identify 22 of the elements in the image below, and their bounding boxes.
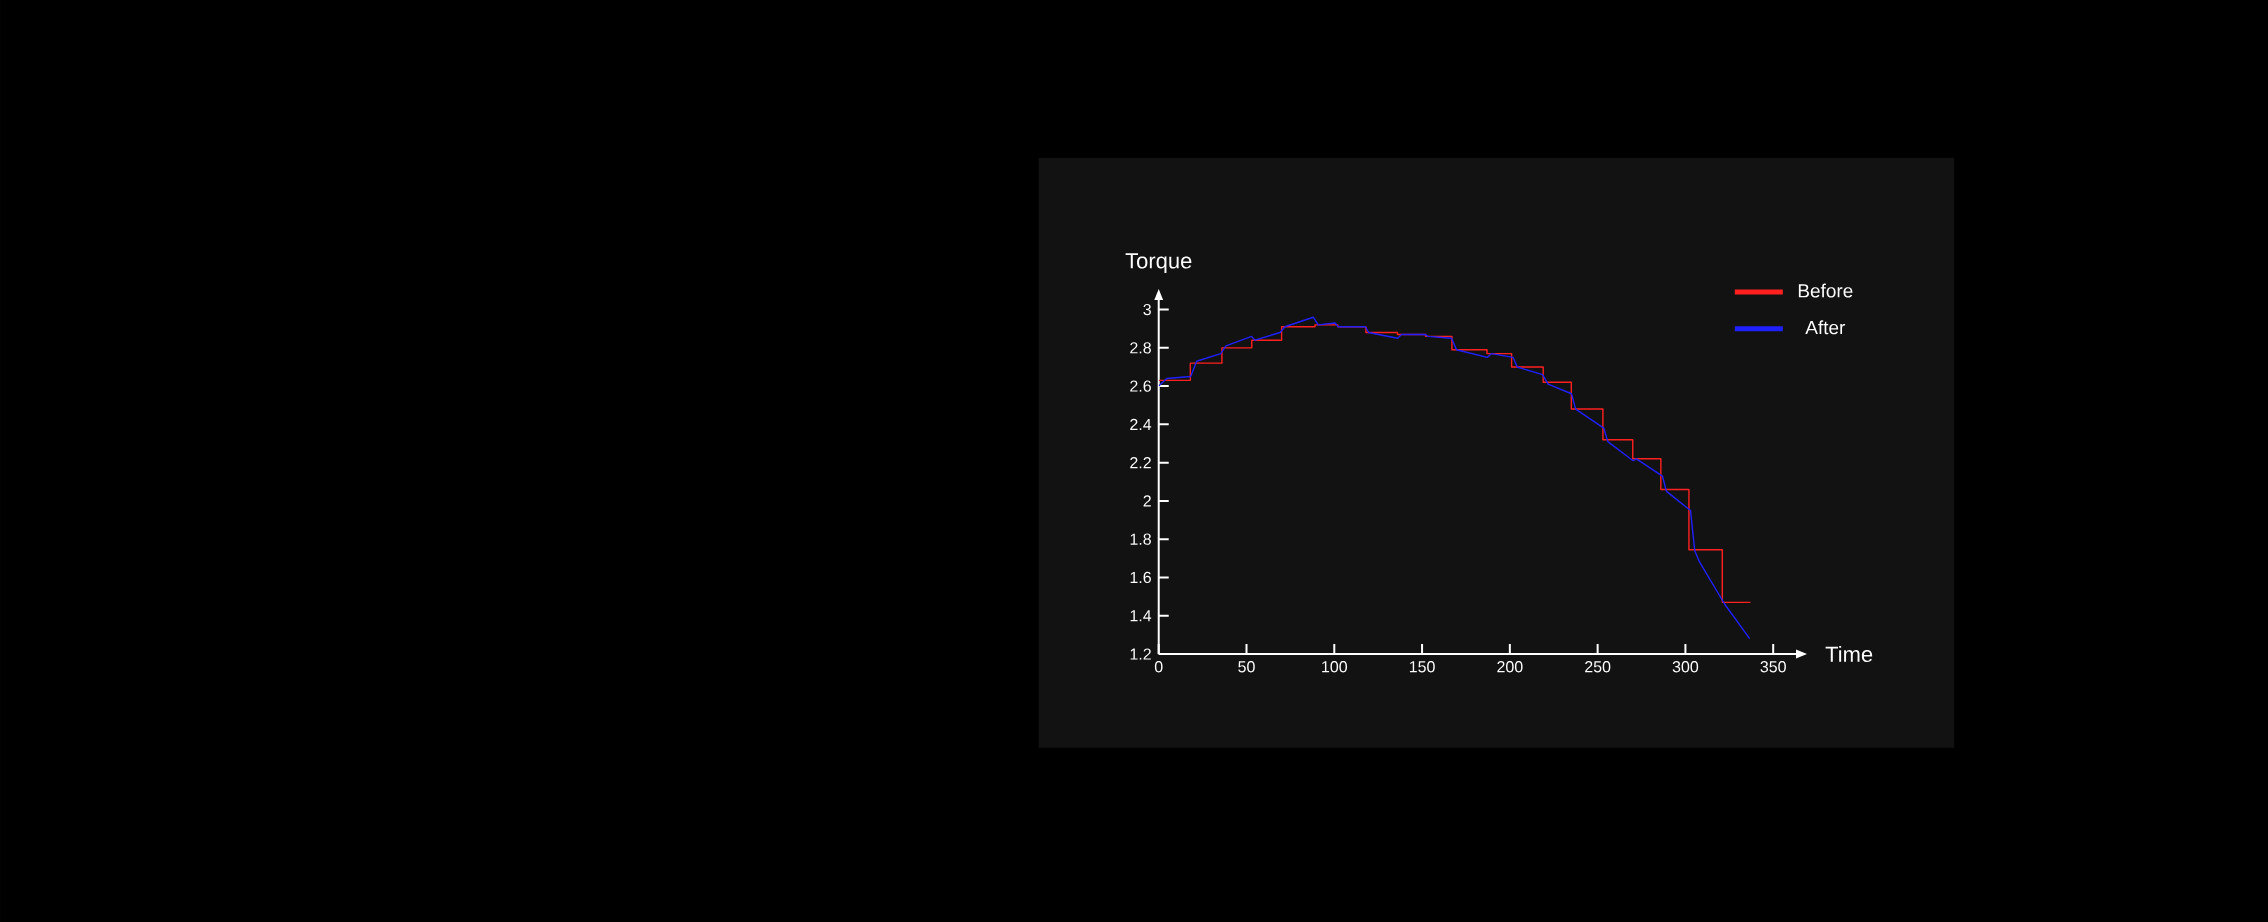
y-tick-label: 2.6: [1130, 380, 1151, 392]
y-tick-label: 1.4: [1130, 610, 1152, 622]
x-tick-label: 300: [1672, 661, 1699, 673]
y-tick-label: 2.8: [1130, 342, 1151, 354]
x-tick-label: 200: [1497, 661, 1523, 673]
y-tick-label: 1.8: [1130, 533, 1151, 545]
x-tick-label: 150: [1409, 661, 1435, 673]
y-tick-label: 1.6: [1130, 571, 1151, 584]
x-axis-title: Time: [1825, 645, 1873, 663]
x-tick-label: 350: [1760, 661, 1786, 673]
legend-label: Before: [1798, 283, 1853, 298]
y-tick-label: 1.2: [1130, 648, 1151, 660]
x-tick-label: 0: [1154, 661, 1163, 673]
y-axis-title: Torque: [1125, 253, 1192, 273]
y-tick-label: 3: [1143, 303, 1151, 316]
legend-label: After: [1805, 320, 1846, 335]
x-tick-label: 50: [1238, 661, 1255, 673]
x-tick-label: 250: [1585, 661, 1611, 673]
y-tick-label: 2: [1143, 495, 1151, 507]
y-tick-label: 2.4: [1130, 418, 1152, 430]
y-tick-label: 2.2: [1130, 457, 1151, 469]
x-tick-label: 100: [1322, 661, 1348, 673]
